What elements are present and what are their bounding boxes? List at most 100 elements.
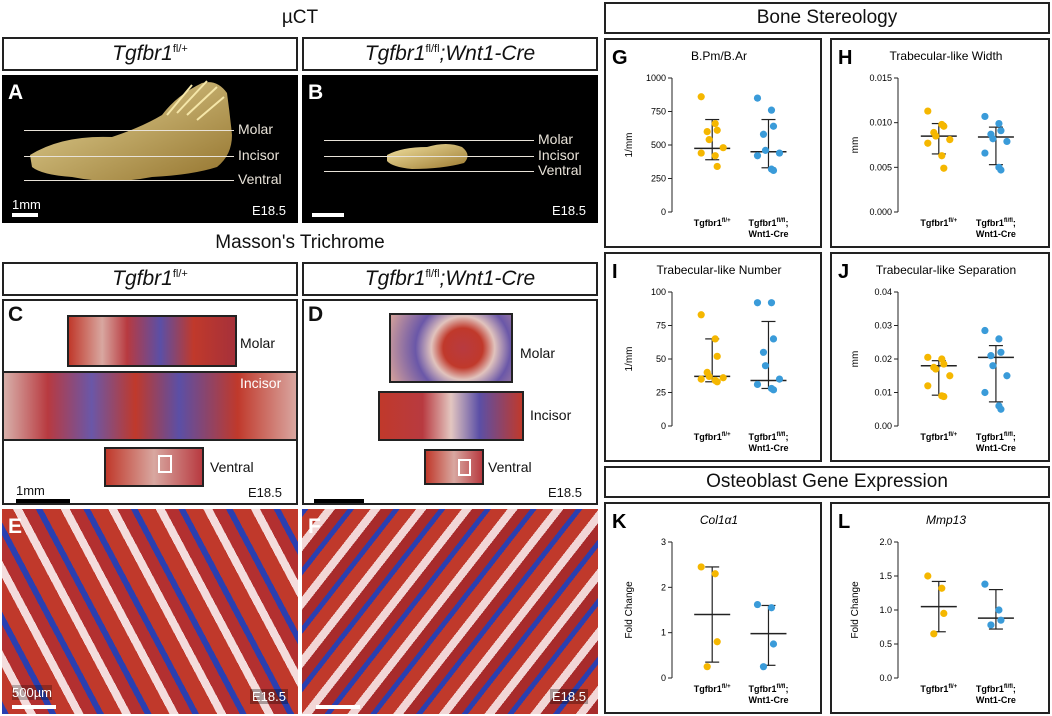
data-point <box>753 152 762 160</box>
y-axis-label: 1/mm <box>624 133 635 158</box>
panel-b-incisor-line <box>324 156 534 157</box>
data-point <box>997 616 1005 624</box>
panel-a-ventral-line <box>24 180 234 181</box>
data-point <box>924 139 932 147</box>
y-tick-label: 0 <box>661 673 666 683</box>
x-tick-label-mutant: Tgfbr1fl/fl; <box>748 218 788 228</box>
ct-mut-genotype: Tgfbr1fl/fl;Wnt1-Cre <box>364 42 536 65</box>
histo-mut-genotype-box: Tgfbr1fl/fl;Wnt1-Cre <box>302 262 598 296</box>
panel-h-svg: H Trabecular-like Width 0.000 0.005 0.010 0.0… <box>838 47 1016 239</box>
data-point <box>940 609 948 617</box>
x-tick-label-mutant: Tgfbr1fl/fl; <box>976 684 1016 694</box>
panel-a-incisor-line <box>24 156 234 157</box>
chart-title: Trabecular-like Width <box>890 49 1003 63</box>
data-point <box>930 630 938 638</box>
data-point <box>989 362 997 370</box>
stereology-title: Bone Stereology <box>756 7 898 28</box>
data-point <box>981 580 989 588</box>
panel-a-ventral-label: Ventral <box>238 171 282 187</box>
x-tick-label-control: Tgfbr1fl/+ <box>920 432 957 442</box>
data-point <box>697 375 705 383</box>
data-point <box>997 405 1005 413</box>
y-tick-label: 0.005 <box>869 162 892 172</box>
data-point <box>705 372 713 381</box>
y-axis-label: Fold Change <box>624 581 635 639</box>
panel-f-letter: F <box>308 515 321 538</box>
y-tick-label: 50 <box>656 354 666 364</box>
data-point <box>719 144 727 152</box>
data-point <box>775 149 784 157</box>
panel-c-roi-box <box>158 455 172 473</box>
gene-expr-header-box: Osteoblast Gene Expression <box>604 466 1050 498</box>
y-tick-label: 1000 <box>646 73 666 83</box>
y-tick-label: 0.015 <box>869 73 892 83</box>
panel-j-chart: J Trabecular-like Separation 0.00 0.01 0.02 0… <box>830 252 1050 462</box>
chart-title: Trabecular-like Separation <box>876 263 1016 277</box>
panel-b-incisor-label: Incisor <box>538 147 580 163</box>
y-tick-label: 250 <box>651 174 666 184</box>
panel-d-incisor-label: Incisor <box>530 407 572 423</box>
data-point <box>767 106 776 114</box>
data-point <box>753 299 762 307</box>
y-tick-label: 3 <box>661 537 666 547</box>
data-point <box>713 126 721 134</box>
y-tick-label: 75 <box>656 321 666 331</box>
chart-title: Mmp13 <box>926 513 966 527</box>
data-point <box>940 122 948 130</box>
panel-b-molar-line <box>324 140 534 141</box>
panel-b-image: Molar Incisor Ventral B E18.5 <box>302 75 598 223</box>
panel-letter: L <box>838 511 850 533</box>
data-point <box>759 348 768 356</box>
panel-b-scalebar <box>312 213 344 217</box>
panel-letter: I <box>612 261 618 283</box>
data-point <box>713 352 721 360</box>
chart-title: B.Pm/B.Ar <box>691 49 747 63</box>
data-point <box>769 166 778 175</box>
panel-e-stage: E18.5 <box>250 689 288 704</box>
data-point <box>719 374 727 382</box>
panel-g-chart: G B.Pm/B.Ar 0 250 500 750 1000 1/mm Tgfbr1fl/+ Tg… <box>604 38 822 248</box>
data-point <box>997 127 1005 135</box>
histo-mut-genotype: Tgfbr1fl/fl;Wnt1-Cre <box>364 267 536 290</box>
panel-letter: J <box>838 261 849 283</box>
data-point <box>997 348 1005 356</box>
panel-l-chart: L Mmp13 0.0 0.5 1.0 1.5 2.0 Fold Change Tgfbr1fl… <box>830 502 1050 714</box>
data-point <box>924 572 932 580</box>
x-tick-label-control: Tgfbr1fl/+ <box>694 432 731 442</box>
panel-letter: K <box>612 511 627 533</box>
panel-letter: H <box>838 47 852 69</box>
data-point <box>981 388 989 397</box>
y-tick-label: 25 <box>656 388 666 398</box>
panel-c-scalebar <box>16 499 70 503</box>
y-tick-label: 0.02 <box>874 354 892 364</box>
data-point <box>703 128 711 136</box>
panel-f-micrograph: F E18.5 <box>302 509 598 714</box>
data-point <box>761 362 770 370</box>
panel-e-scalebar <box>12 705 56 709</box>
data-point <box>981 326 989 335</box>
data-point <box>924 353 932 361</box>
data-point <box>981 149 989 157</box>
data-point <box>924 107 932 115</box>
y-tick-label: 0.000 <box>869 207 892 217</box>
panel-i-svg: I Trabecular-like Number 0 25 50 75 100 1/mm Tgf… <box>612 261 788 453</box>
data-point <box>753 600 762 609</box>
data-point <box>759 130 768 138</box>
x-tick-label-mutant: Tgfbr1fl/fl; <box>748 432 788 442</box>
masson-header-box: Masson's Trichrome <box>2 228 598 258</box>
data-point <box>997 166 1005 174</box>
data-point <box>767 299 776 307</box>
data-point <box>703 663 711 671</box>
y-tick-label: 0.01 <box>874 388 892 398</box>
panel-j-svg: J Trabecular-like Separation 0.00 0.01 0.02 0… <box>838 261 1016 453</box>
data-point <box>940 164 948 172</box>
panel-k-svg: K Col1α1 0 1 2 3 Fold Change Tgfbr1fl/+ Tgfbr1fl… <box>612 511 788 705</box>
data-point <box>697 93 705 101</box>
panel-e-micrograph: E 500µm E18.5 <box>2 509 298 714</box>
x-tick-label-mutant-line2: Wnt1-Cre <box>748 443 788 453</box>
y-tick-label: 0.03 <box>874 321 892 331</box>
data-point <box>711 152 719 160</box>
data-point <box>940 392 948 401</box>
panel-d-molar-label: Molar <box>520 345 556 361</box>
uct-header: µCT <box>2 2 598 34</box>
